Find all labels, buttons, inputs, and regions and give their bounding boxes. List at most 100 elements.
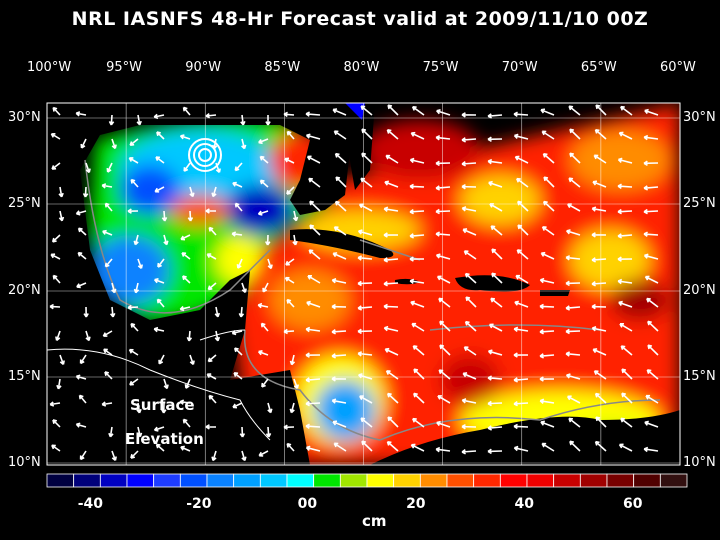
colorbar-swatch: [46, 473, 75, 488]
current-arrow: [158, 354, 165, 365]
current-arrow: [644, 108, 659, 116]
current-arrow: [569, 440, 581, 452]
colorbar-swatch: [579, 473, 608, 488]
current-arrow: [593, 370, 607, 380]
current-arrow: [331, 398, 347, 404]
current-arrow: [189, 354, 195, 366]
current-arrow: [308, 249, 321, 260]
current-arrow: [462, 228, 477, 236]
current-arrow: [187, 210, 194, 222]
current-arrow: [461, 398, 477, 404]
current-arrow: [241, 450, 247, 462]
current-arrow: [55, 330, 61, 342]
current-arrow: [592, 180, 607, 188]
current-arrow: [565, 255, 581, 261]
current-arrow: [293, 378, 299, 390]
colorbar-tick-label: 20: [406, 496, 426, 512]
current-arrow: [103, 348, 113, 356]
current-arrow: [487, 158, 503, 165]
current-arrow: [286, 298, 295, 308]
current-vectors: [49, 104, 659, 462]
current-arrow: [591, 257, 607, 263]
current-arrow: [261, 378, 269, 388]
current-arrow: [514, 300, 529, 308]
current-arrow: [643, 160, 659, 166]
current-arrow: [591, 326, 607, 332]
current-arrow: [513, 445, 529, 452]
current-arrow: [644, 275, 659, 284]
colorbar-swatch: [473, 473, 501, 488]
current-arrow: [491, 248, 503, 260]
current-arrow: [289, 354, 296, 366]
current-arrow: [643, 208, 659, 215]
current-arrow: [591, 303, 607, 310]
current-arrow: [189, 186, 195, 198]
current-arrow: [644, 420, 659, 428]
current-arrow: [206, 253, 217, 260]
current-arrow: [129, 138, 139, 147]
lon-label: 80°W: [343, 60, 380, 75]
current-arrow: [617, 157, 633, 164]
current-arrow: [331, 353, 347, 359]
lon-label: 90°W: [185, 60, 222, 75]
current-arrow: [357, 351, 373, 357]
colorbar-swatch: [339, 473, 368, 488]
current-arrow: [85, 162, 91, 174]
current-arrow: [153, 278, 165, 284]
colorbar-tick-label: 60: [623, 496, 643, 512]
current-arrow: [130, 322, 139, 332]
current-arrow: [182, 418, 191, 428]
current-arrow: [284, 276, 295, 284]
current-arrow: [240, 114, 246, 126]
colorbar-tick-label: -20: [186, 496, 212, 512]
current-arrow: [387, 416, 399, 428]
current-arrow: [541, 130, 555, 140]
current-arrow: [101, 401, 113, 407]
current-arrow: [161, 402, 167, 414]
current-arrow: [620, 105, 633, 116]
current-arrow: [568, 177, 581, 188]
current-arrow: [52, 419, 61, 428]
current-arrow: [129, 378, 139, 386]
current-arrow: [621, 392, 633, 404]
colorbar-swatch: [73, 473, 101, 488]
current-arrow: [643, 231, 659, 237]
current-arrow: [306, 155, 321, 164]
current-arrow: [156, 131, 165, 140]
current-arrow: [513, 326, 529, 333]
current-arrow: [643, 446, 659, 453]
current-arrow: [539, 398, 555, 404]
current-arrow: [412, 345, 425, 356]
current-arrow: [516, 177, 529, 188]
current-arrow: [58, 210, 65, 222]
current-arrow: [334, 200, 347, 212]
current-arrow: [540, 420, 555, 428]
current-arrow: [617, 278, 633, 285]
current-arrow: [179, 305, 191, 312]
current-arrow: [179, 134, 191, 140]
current-arrow: [265, 426, 272, 438]
current-arrow: [517, 224, 529, 236]
colorbar-swatch: [393, 473, 421, 488]
colorbar-swatch: [446, 473, 475, 488]
current-arrow: [409, 256, 425, 262]
current-arrow: [82, 186, 89, 198]
current-arrow: [461, 161, 477, 167]
current-arrow: [438, 297, 451, 308]
current-arrow: [101, 183, 113, 189]
current-arrow: [79, 354, 87, 365]
current-arrow: [258, 450, 269, 457]
current-arrow: [286, 186, 295, 195]
current-arrow: [360, 417, 373, 428]
current-arrow: [180, 445, 191, 452]
current-arrow: [331, 329, 347, 335]
current-arrow: [332, 252, 347, 260]
current-arrow: [435, 446, 451, 453]
current-arrow: [569, 152, 581, 164]
land-cuba: [290, 229, 394, 258]
current-arrow: [490, 225, 503, 236]
current-arrow: [211, 186, 217, 198]
current-arrow: [136, 426, 143, 438]
current-arrow: [646, 369, 659, 380]
current-arrow: [109, 306, 116, 318]
